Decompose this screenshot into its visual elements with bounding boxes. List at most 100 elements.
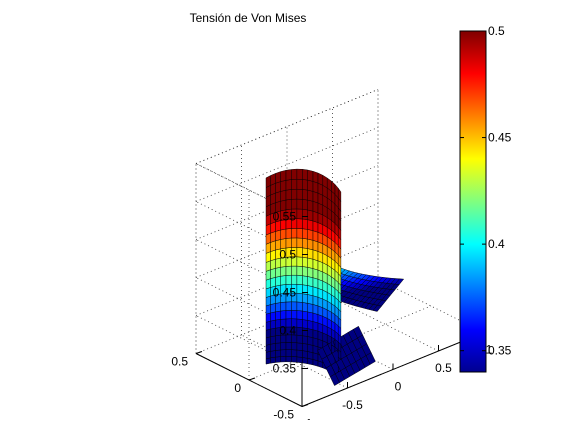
surface-face xyxy=(291,188,298,200)
surface-face xyxy=(302,218,308,230)
surface-face xyxy=(285,301,292,311)
surface-face xyxy=(307,267,314,278)
y-tick-mark xyxy=(195,351,203,354)
colorbar-tick-label: 0.5 xyxy=(488,24,505,38)
surface-face xyxy=(302,169,308,181)
surface-face xyxy=(296,301,303,312)
surface-face xyxy=(302,199,308,211)
surface-face xyxy=(270,327,276,337)
surface-face xyxy=(307,294,314,305)
surface-face xyxy=(307,179,314,192)
surface-face xyxy=(307,311,314,322)
surface-face xyxy=(302,266,308,277)
surface-face xyxy=(265,312,271,323)
surface-face xyxy=(265,320,271,331)
surface-face xyxy=(307,229,314,241)
floor-grid-line xyxy=(248,305,432,381)
surface-face xyxy=(312,321,319,332)
surface-face xyxy=(296,342,303,351)
surface-face xyxy=(270,258,276,270)
colorbar-tick-label: 0.45 xyxy=(488,131,512,145)
surface-face xyxy=(302,179,308,191)
surface-face xyxy=(302,293,308,304)
surface-face xyxy=(275,171,281,184)
surface-face xyxy=(296,334,303,344)
surface-face xyxy=(307,320,314,330)
surface-face xyxy=(302,208,308,220)
surface-face xyxy=(291,342,298,351)
surface-face xyxy=(280,189,287,202)
floor-grid-line xyxy=(195,279,379,354)
surface-face xyxy=(394,278,404,285)
backwall-grid-line xyxy=(195,127,379,202)
surface-face xyxy=(312,249,319,262)
surface-face xyxy=(307,257,314,269)
surface-face xyxy=(312,304,319,315)
surface-face xyxy=(302,275,308,286)
box-edge xyxy=(195,89,379,164)
surface-face xyxy=(291,265,298,276)
surface-face xyxy=(285,310,292,320)
surface-face xyxy=(275,310,281,321)
surface-face xyxy=(312,220,319,233)
surface-face xyxy=(280,349,287,357)
chart-title: Tensión de Von Mises xyxy=(190,11,307,25)
surface-face xyxy=(296,208,303,220)
surface-face xyxy=(275,342,281,351)
surface-face xyxy=(312,258,319,271)
surface-face xyxy=(296,326,303,336)
surface-face xyxy=(302,327,308,337)
surface-face xyxy=(280,301,287,312)
y-tick-label: 0 xyxy=(234,381,241,395)
surface-face xyxy=(296,349,303,358)
surface-plot xyxy=(265,168,404,386)
surface-face xyxy=(302,302,308,313)
x-tick-label: 0 xyxy=(395,380,402,394)
surface-face xyxy=(265,175,271,188)
y-tick-label: -0.5 xyxy=(273,408,294,421)
surface-face xyxy=(280,170,287,182)
x-tick-label: 0.5 xyxy=(435,361,452,375)
surface-face xyxy=(296,198,303,210)
surface-face xyxy=(296,310,303,320)
surface-face xyxy=(296,318,303,328)
surface-face xyxy=(307,189,314,202)
surface-face xyxy=(270,311,276,322)
surface-face xyxy=(307,238,314,251)
surface-face xyxy=(312,240,319,252)
surface-face xyxy=(280,275,287,286)
surface-face xyxy=(302,343,308,352)
backwall-grid-line xyxy=(195,165,379,240)
surface-face xyxy=(307,276,314,287)
surface-face xyxy=(296,265,303,276)
surface-face xyxy=(312,201,319,214)
surface-face xyxy=(302,247,308,259)
surface-face xyxy=(270,249,276,261)
surface-face xyxy=(280,310,287,320)
surface-face xyxy=(275,302,281,313)
y-tick-mark xyxy=(248,377,256,381)
surface-face xyxy=(307,336,314,346)
surface-face xyxy=(270,303,276,314)
surface-face xyxy=(285,265,292,276)
surface-face xyxy=(291,237,298,248)
z-tick-label: 0.45 xyxy=(273,286,297,300)
surface-face xyxy=(265,343,271,353)
backwall-grid-line xyxy=(195,241,379,316)
surface-face xyxy=(307,169,314,182)
surface-face xyxy=(302,238,308,249)
surface-face xyxy=(312,210,319,223)
x-tick-label: -0.5 xyxy=(342,398,363,412)
surface-face xyxy=(337,187,342,202)
surface-face xyxy=(291,349,298,358)
surface-face xyxy=(275,266,281,278)
surface-face xyxy=(302,350,308,359)
surface-face xyxy=(285,342,292,350)
surface-face xyxy=(270,268,276,279)
surface-face xyxy=(291,310,298,320)
surface-face xyxy=(307,303,314,314)
surface-face xyxy=(307,343,314,353)
surface-face xyxy=(280,266,287,277)
surface-face xyxy=(312,268,319,280)
